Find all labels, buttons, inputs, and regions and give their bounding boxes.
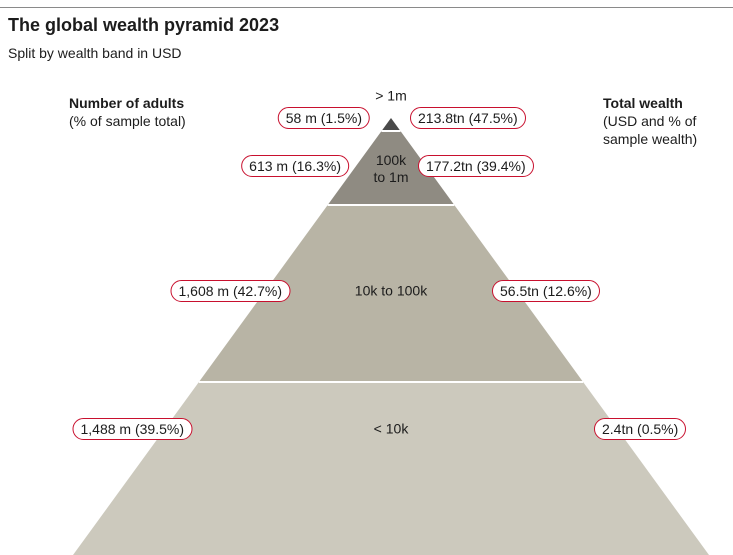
- band-label: 100k to 1m: [373, 152, 408, 186]
- top-rule: [0, 7, 733, 8]
- band-label: < 10k: [374, 421, 409, 438]
- pyramid-band-3: [73, 382, 709, 555]
- left-header-title: Number of adults: [69, 95, 185, 111]
- right-header: Total wealth (USD and % of sample wealth…: [603, 94, 697, 148]
- chart-subtitle: Split by wealth band in USD: [8, 45, 182, 61]
- right-header-title: Total wealth: [603, 95, 683, 111]
- band-label-line: 10k to 100k: [354, 282, 428, 299]
- chart-title: The global wealth pyramid 2023: [8, 15, 280, 35]
- wealth-value-label: 213.8tn (47.5%): [410, 107, 526, 129]
- left-header: Number of adults (% of sample total): [69, 94, 186, 130]
- adults-value-label: 58 m (1.5%): [277, 107, 370, 129]
- adults-value-label: 613 m (16.3%): [241, 155, 349, 177]
- left-header-subtitle: (% of sample total): [69, 113, 186, 129]
- pyramid-band-1: [327, 131, 455, 205]
- right-header-subtitle-line1: (USD and % of: [603, 113, 697, 129]
- band-label-line: to 1m: [373, 169, 409, 185]
- adults-value-label: 1,608 m (42.7%): [170, 280, 290, 302]
- band-label: > 1m: [375, 88, 407, 105]
- band-label-line: 100k: [375, 152, 407, 168]
- right-header-subtitle-line2: sample wealth): [603, 131, 698, 147]
- adults-value-label: 1,488 m (39.5%): [72, 418, 192, 440]
- band-label: 10k to 100k: [355, 283, 427, 300]
- pyramid-band-2: [198, 205, 584, 382]
- band-label-line: < 10k: [373, 420, 409, 437]
- wealth-value-label: 2.4tn (0.5%): [594, 418, 687, 440]
- wealth-value-label: 177.2tn (39.4%): [418, 155, 534, 177]
- wealth-value-label: 56.5tn (12.6%): [492, 280, 600, 302]
- pyramid-band-0: [381, 118, 401, 131]
- band-label-line: > 1m: [375, 87, 407, 104]
